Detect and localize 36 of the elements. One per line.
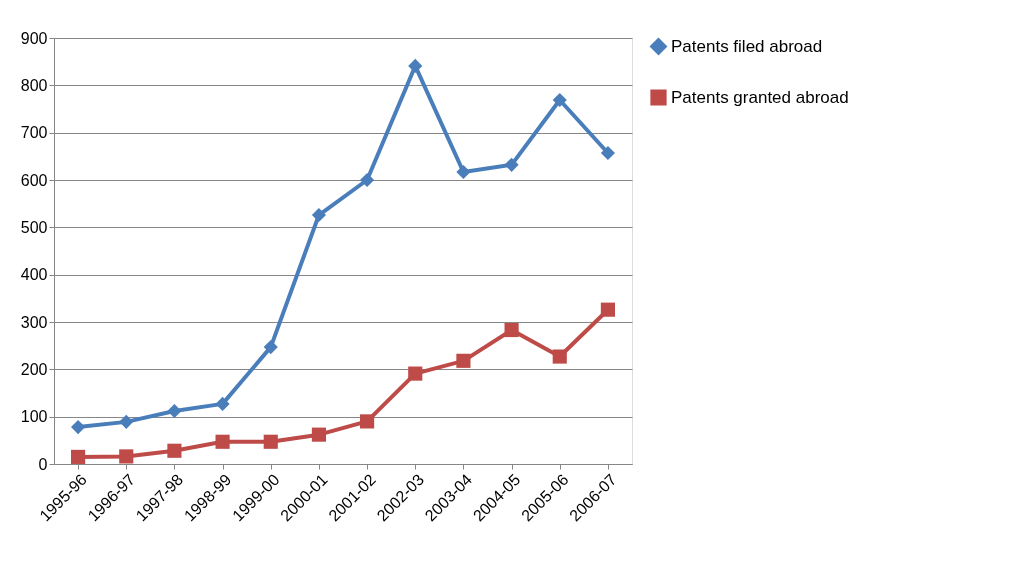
point [504,157,519,172]
point [552,92,567,108]
point [167,403,182,419]
point [263,340,278,355]
y-tick-label: 100 [20,408,48,426]
point [215,434,230,449]
point [552,349,567,364]
point [71,420,86,435]
y-tick-label: 700 [20,124,48,142]
point [408,58,423,73]
point [600,145,615,161]
point [360,414,375,429]
y-tick-label: 500 [20,218,48,236]
point [167,443,182,458]
legend-label: Patents granted abroad [671,87,849,107]
point [456,164,471,180]
point [360,172,375,188]
y-tick-label: 600 [20,171,48,189]
y-tick-label: 400 [20,266,48,284]
point [71,449,86,464]
point [215,396,230,411]
point [408,366,423,381]
point [504,322,519,338]
legend-label: Patents filed abroad [671,36,823,56]
point [311,427,326,442]
point [600,302,615,317]
point [311,207,326,223]
y-tick-label: 300 [20,313,48,331]
y-tick-label: 800 [20,76,48,94]
point [456,353,471,368]
point [263,434,278,449]
point [119,414,134,429]
y-tick-label: 900 [20,29,48,47]
point [119,449,134,464]
y-tick-label: 0 [38,455,48,473]
y-tick-label: 200 [20,360,48,378]
